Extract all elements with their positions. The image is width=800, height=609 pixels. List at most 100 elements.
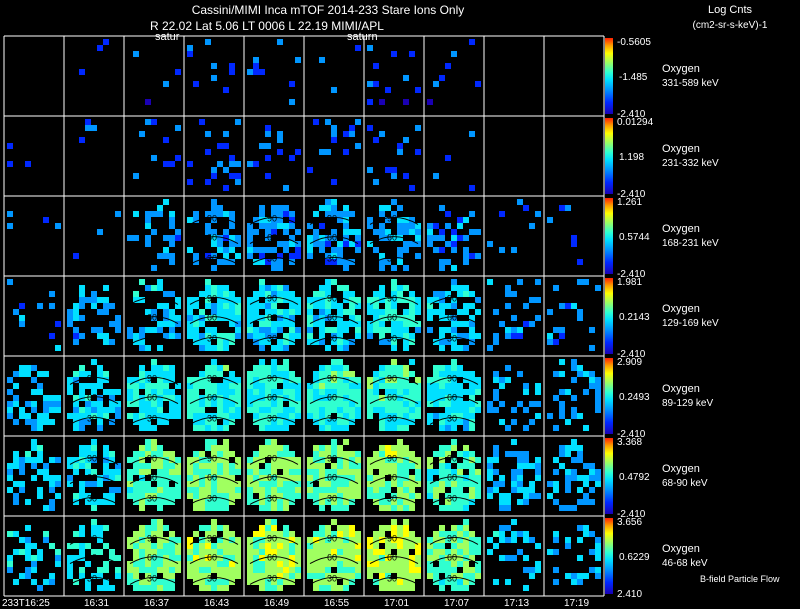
pixel <box>295 481 301 487</box>
pixel <box>265 217 271 223</box>
pixel <box>439 327 445 333</box>
pixel <box>433 81 439 87</box>
pixel <box>223 469 229 475</box>
pixel <box>271 365 277 371</box>
pixel <box>151 561 157 567</box>
contour-line <box>369 376 419 385</box>
pixel <box>199 543 205 549</box>
contour-label: 90 <box>387 373 397 383</box>
pixel <box>409 419 415 425</box>
pixel <box>175 561 181 567</box>
pixel <box>193 475 199 481</box>
pixel <box>235 297 241 303</box>
pixel <box>157 419 163 425</box>
pixel <box>553 457 559 463</box>
pixel <box>373 81 379 87</box>
pixel <box>391 475 397 481</box>
pixel <box>379 211 385 217</box>
contour-label: 90 <box>267 293 277 303</box>
pixel <box>463 573 469 579</box>
pixel <box>325 499 331 505</box>
pixel <box>595 537 601 543</box>
pixel <box>205 371 211 377</box>
pixel <box>283 241 289 247</box>
pixel <box>235 469 241 475</box>
pixel <box>271 451 277 457</box>
pixel <box>577 371 583 377</box>
pixel <box>457 407 463 413</box>
pixel <box>193 567 199 573</box>
pixel <box>337 493 343 499</box>
pixel <box>187 217 193 223</box>
pixel <box>469 413 475 419</box>
pixel <box>169 291 175 297</box>
pixel <box>433 451 439 457</box>
pixel <box>7 143 13 149</box>
pixel <box>379 573 385 579</box>
pixel <box>427 463 433 469</box>
pixel <box>205 377 211 383</box>
pixel <box>259 205 265 211</box>
pixel <box>451 439 457 445</box>
pixel <box>199 425 205 431</box>
pixel <box>43 475 49 481</box>
pixel <box>97 525 103 531</box>
pixel <box>277 561 283 567</box>
pixel <box>307 389 313 395</box>
pixel <box>349 531 355 537</box>
pixel <box>85 585 91 591</box>
pixel <box>307 457 313 463</box>
pixel <box>391 51 397 57</box>
pixel <box>79 543 85 549</box>
pixel <box>67 309 73 315</box>
pixel <box>247 223 253 229</box>
pixel <box>289 561 295 567</box>
pixel <box>307 303 313 309</box>
pixel <box>349 131 355 137</box>
pixel <box>73 407 79 413</box>
contour-label: 90 <box>87 453 97 463</box>
contour-line <box>69 556 119 565</box>
pixel <box>7 377 13 383</box>
pixel <box>391 285 397 291</box>
pixel <box>133 383 139 389</box>
pixel <box>265 481 271 487</box>
pixel <box>451 445 457 451</box>
pixel <box>385 585 391 591</box>
species-label-r1: Oxygen <box>662 143 700 155</box>
pixel <box>259 253 265 259</box>
pixel <box>217 211 223 217</box>
pixel <box>163 309 169 315</box>
pixel <box>79 371 85 377</box>
pixel <box>217 463 223 469</box>
contour-line <box>249 416 299 425</box>
pixel <box>157 389 163 395</box>
pixel <box>169 475 175 481</box>
pixel <box>211 315 217 321</box>
pixel <box>223 339 229 345</box>
pixel <box>163 585 169 591</box>
pixel <box>283 481 289 487</box>
pixel <box>343 149 349 155</box>
pixel <box>271 493 277 499</box>
pixel <box>415 235 421 241</box>
pixel <box>295 303 301 309</box>
pixel <box>187 297 193 303</box>
pixel <box>379 229 385 235</box>
pixel <box>199 383 205 389</box>
pixel <box>427 389 433 395</box>
pixel <box>49 333 55 339</box>
pixel <box>277 395 283 401</box>
pixel <box>25 365 31 371</box>
pixel <box>211 561 217 567</box>
pixel <box>97 537 103 543</box>
pixel <box>97 229 103 235</box>
pixel <box>451 389 457 395</box>
pixel <box>247 333 253 339</box>
pixel <box>271 413 277 419</box>
pixel <box>277 413 283 419</box>
colorbar-max-r6: 3.656 <box>617 517 642 528</box>
pixel <box>355 119 361 125</box>
pixel <box>115 573 121 579</box>
